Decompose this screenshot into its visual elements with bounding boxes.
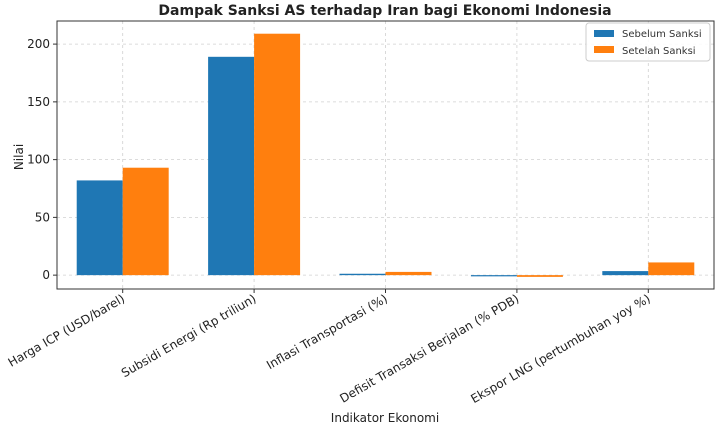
x-tick-label: Subsidi Energi (Rp triliun)	[119, 291, 259, 380]
y-tick-label: 150	[27, 95, 50, 109]
bar-setelah-1	[254, 33, 301, 276]
y-tick-label: 200	[27, 37, 50, 51]
y-tick-label: 50	[35, 210, 50, 224]
legend-label-sebelum: Sebelum Sanksi	[622, 29, 702, 40]
chart-title: Dampak Sanksi AS terhadap Iran bagi Ekon…	[158, 3, 611, 19]
legend-swatch-sebelum	[594, 30, 614, 37]
bar-setelah-4	[648, 262, 695, 276]
bar-sebelum-1	[208, 56, 255, 276]
legend-swatch-setelah	[594, 46, 614, 53]
legend: Sebelum Sanksi Setelah Sanksi	[585, 22, 711, 62]
x-tick-label: Harga ICP (USD/barel)	[6, 291, 128, 369]
bar-setelah-3	[516, 275, 563, 277]
x-tick-label: Inflasi Transportasi (%)	[264, 291, 390, 372]
legend-label-setelah: Setelah Sanksi	[622, 46, 696, 57]
y-tick-label: 0	[42, 268, 50, 282]
bar-sebelum-4	[602, 271, 649, 276]
bar-sebelum-3	[470, 275, 517, 277]
x-axis-label: Indikator Ekonomi	[331, 411, 439, 425]
legend-frame	[585, 22, 711, 62]
y-axis-ticks: 0 50 100 150 200	[27, 37, 57, 282]
x-axis-ticks: Harga ICP (USD/barel)Subsidi Energi (Rp …	[6, 289, 653, 406]
bar-setelah-2	[385, 271, 432, 276]
bar-setelah-0	[122, 167, 169, 276]
bars	[76, 33, 695, 277]
bar-sebelum-2	[339, 273, 386, 276]
y-axis-label: Nilai	[12, 144, 26, 170]
bar-sebelum-0	[76, 180, 123, 276]
y-tick-label: 100	[27, 153, 50, 167]
